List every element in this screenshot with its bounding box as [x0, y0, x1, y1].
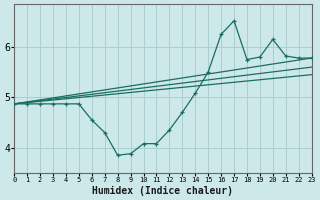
- X-axis label: Humidex (Indice chaleur): Humidex (Indice chaleur): [92, 186, 233, 196]
